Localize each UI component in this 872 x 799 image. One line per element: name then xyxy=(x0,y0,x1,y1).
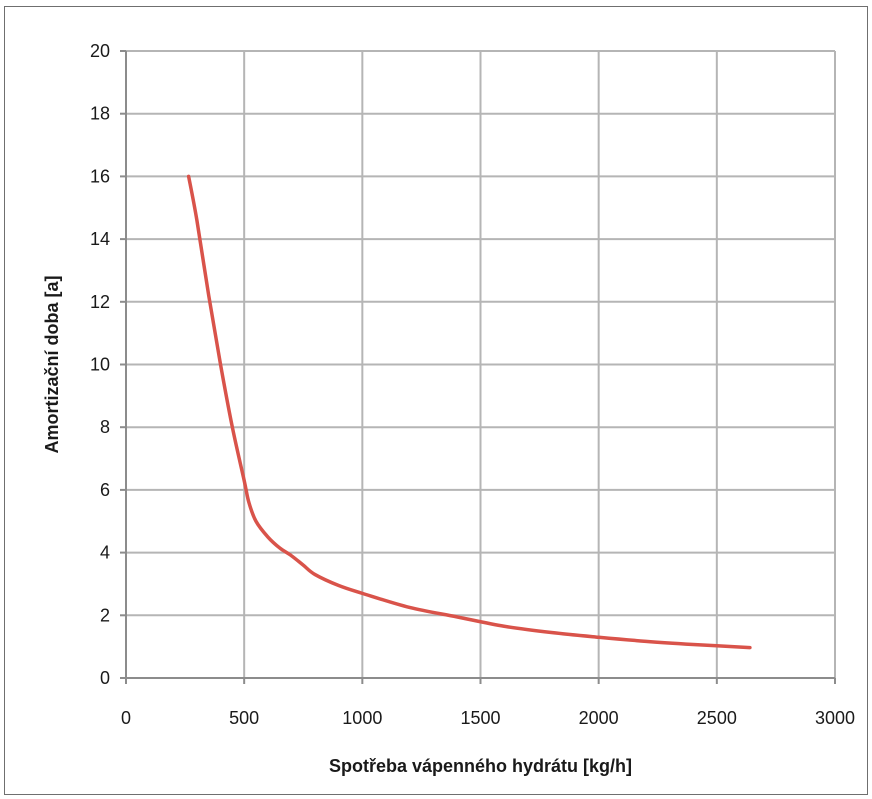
y-tick-label-18: 18 xyxy=(90,104,110,124)
y-tick-label-4: 4 xyxy=(100,543,110,563)
grid-lines xyxy=(126,50,836,678)
y-tick-label-2: 2 xyxy=(100,605,110,625)
axes xyxy=(120,50,836,684)
chart-frame xyxy=(4,6,868,795)
x-tick-label-2000: 2000 xyxy=(579,708,619,728)
series-layer xyxy=(186,174,752,650)
series-line-0 xyxy=(186,174,752,650)
y-tick-label-20: 20 xyxy=(90,41,110,61)
y-tick-label-10: 10 xyxy=(90,355,110,375)
x-tick-label-2500: 2500 xyxy=(697,708,737,728)
x-axis-title: Spotřeba vápenného hydrátu [kg/h] xyxy=(329,756,632,776)
x-tick-label-1000: 1000 xyxy=(342,708,382,728)
y-tick-label-14: 14 xyxy=(90,229,110,249)
x-tick-label-0: 0 xyxy=(121,708,131,728)
y-tick-label-0: 0 xyxy=(100,668,110,688)
y-tick-label-16: 16 xyxy=(90,166,110,186)
y-tick-label-8: 8 xyxy=(100,417,110,437)
x-tick-label-3000: 3000 xyxy=(815,708,855,728)
y-axis-title: Amortizační doba [a] xyxy=(42,275,62,453)
y-tick-label-12: 12 xyxy=(90,292,110,312)
x-tick-label-1500: 1500 xyxy=(460,708,500,728)
x-tick-label-500: 500 xyxy=(229,708,259,728)
y-tick-label-6: 6 xyxy=(100,480,110,500)
tick-labels: 0 2 4 6 8 10 12 14 16 18 20 0 500 1000 1500 2000 2500 300… xyxy=(90,41,855,728)
